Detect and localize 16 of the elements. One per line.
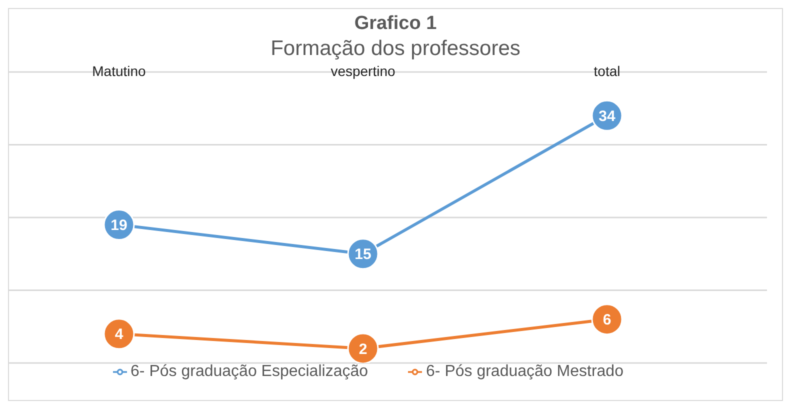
point (591, 304, 623, 336)
data-label: 6 (602, 312, 612, 329)
data-label: 4 (114, 326, 124, 344)
data-label: 2 (358, 340, 368, 358)
legend-label: 6- Pós graduação Mestrado (426, 363, 624, 380)
data-label: 15 (354, 246, 372, 264)
chart-title: Grafico 1 (353, 13, 438, 35)
x-tick-label: Matutino (92, 63, 146, 79)
point (347, 332, 379, 363)
point (103, 318, 135, 350)
chart-subtitle: Formação dos professores (270, 37, 522, 61)
x-tick-label: total (594, 63, 620, 79)
data-label: 19 (110, 217, 128, 234)
x-tick-label: vespertino (330, 63, 396, 79)
data-label: 34 (598, 108, 616, 125)
legend-label: 6- Pós graduação Especialização (130, 363, 368, 380)
